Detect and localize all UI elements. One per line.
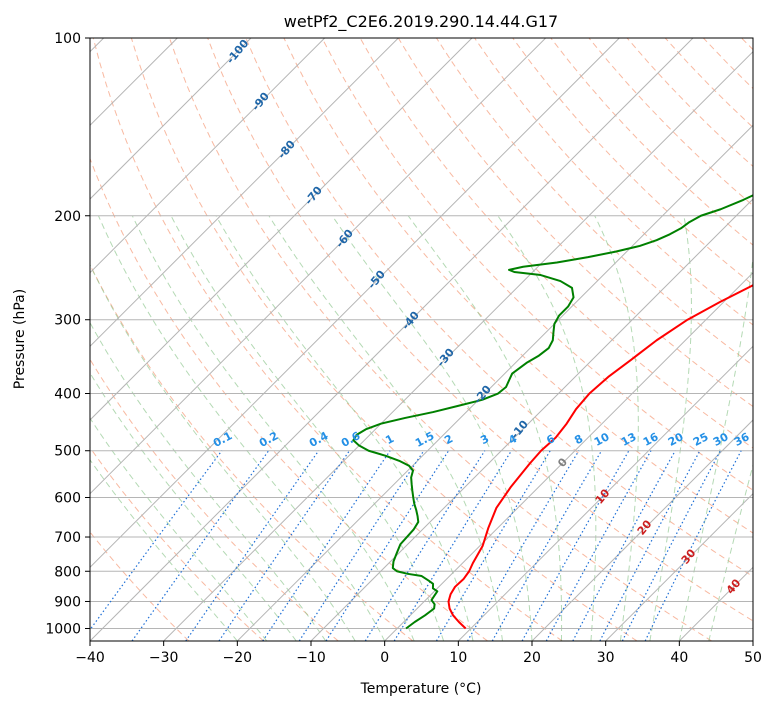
moist-adiabat-line xyxy=(90,263,356,641)
isotherm-line xyxy=(90,38,620,569)
dry-adiabat-line xyxy=(90,446,264,641)
moist-adiabats xyxy=(90,215,753,641)
temperature-profile-line xyxy=(447,284,753,630)
x-tick-label: −20 xyxy=(223,650,253,666)
mixing-ratio-label: 36 xyxy=(732,430,752,449)
y-tick-label: 800 xyxy=(54,564,81,580)
sounding-series xyxy=(352,194,753,630)
isotherm-line xyxy=(310,198,753,641)
mixing-ratio-line xyxy=(644,450,742,641)
x-tick-label: −10 xyxy=(296,650,326,666)
y-tick-label: 400 xyxy=(54,387,81,403)
y-tick-label: 700 xyxy=(54,530,81,546)
moist-adiabat-line xyxy=(649,215,692,641)
mixing-ratio-label: 30 xyxy=(711,430,731,449)
mixing-ratio-line xyxy=(218,450,350,641)
dry-adiabat-line xyxy=(321,38,753,491)
moist-adiabat-line xyxy=(594,215,639,641)
mixing-ratio-line xyxy=(298,450,425,641)
moist-adiabat-line xyxy=(90,417,268,641)
isotherm-line xyxy=(531,419,753,641)
x-axis-ticks: −40 −30 −20 −10 0 10 20 30 40 50 xyxy=(75,641,762,666)
mixing-ratio-line xyxy=(545,450,652,641)
plot-frame xyxy=(89,37,754,642)
mixing-ratio-line xyxy=(491,450,603,641)
isotherms xyxy=(90,38,753,641)
isotherm-line xyxy=(90,38,694,641)
mixing-ratio-line xyxy=(262,450,391,641)
mixing-ratio-label: 20 xyxy=(666,430,686,449)
mixing-ratio-lines xyxy=(90,450,742,641)
mixing-ratio-line xyxy=(521,450,630,641)
mixing-ratio-line xyxy=(131,450,270,641)
mixing-ratio-line xyxy=(185,450,320,641)
y-tick-label: 1000 xyxy=(45,621,81,637)
x-tick-label: −40 xyxy=(75,650,105,666)
moist-adiabat-line xyxy=(90,458,238,641)
moist-adiabat-line xyxy=(268,215,504,641)
x-tick-label: 30 xyxy=(597,650,615,666)
mixing-ratio-label: 13 xyxy=(619,430,639,449)
isotherm-line xyxy=(236,124,753,641)
dry-adiabat-line xyxy=(474,38,753,326)
dry-adiabat-line xyxy=(283,38,753,534)
moist-adiabat-line xyxy=(331,215,533,641)
isotherm-line xyxy=(90,38,399,348)
y-tick-label: 500 xyxy=(54,444,81,460)
moist-adiabat-line xyxy=(170,215,445,641)
dry-adiabat-line xyxy=(245,38,753,578)
mixing-ratio-line xyxy=(325,450,450,641)
x-tick-label: 50 xyxy=(744,650,762,666)
dry-adiabat-line xyxy=(169,38,713,641)
y-tick-label: 300 xyxy=(54,313,81,329)
mixing-ratio-line xyxy=(393,450,512,641)
moist-adiabat-line xyxy=(131,215,415,641)
mixing-ratio-label: 25 xyxy=(691,430,711,449)
dry-adiabat-line xyxy=(92,38,563,641)
isotherm-line xyxy=(90,38,547,495)
isotherm-line xyxy=(163,50,753,641)
moist-adiabat-line xyxy=(678,253,753,641)
dewpoint-profile-line xyxy=(352,194,753,630)
dry-adiabat-line xyxy=(207,38,753,622)
x-tick-label: 40 xyxy=(670,650,688,666)
isotherm-line xyxy=(457,345,753,641)
moist-adiabat-line xyxy=(90,372,297,641)
moist-adiabat-line xyxy=(90,321,327,641)
y-tick-label: 200 xyxy=(54,209,81,225)
y-tick-label: 900 xyxy=(54,594,81,610)
dry-adiabat-line xyxy=(130,38,638,641)
x-tick-label: 20 xyxy=(523,650,541,666)
y-axis-ticks: 100 200 300 400 500 600 700 800 900 1000 xyxy=(45,31,90,637)
isotherm-line xyxy=(90,38,326,274)
dry-adiabat-line xyxy=(90,358,339,641)
isotherm-line xyxy=(605,492,753,641)
mixing-ratio-line xyxy=(621,450,721,641)
plot-area: -100-90-80-70-60-50-40-30-20-100.1 0.2 0.4… xyxy=(90,38,753,641)
isotherm-line xyxy=(90,38,252,200)
moist-adiabat-line xyxy=(497,215,597,641)
dry-adiabat-line xyxy=(512,38,753,286)
x-tick-label: 10 xyxy=(449,650,467,666)
y-tick-label: 600 xyxy=(54,490,81,506)
chart-title: wetPf2_C2E6.2019.290.14.44.G17 xyxy=(284,12,558,32)
moist-adiabat-line xyxy=(215,215,474,641)
mixing-ratio-label: 10 xyxy=(592,430,612,449)
x-tick-label: 0 xyxy=(380,650,389,666)
x-tick-label: −30 xyxy=(149,650,179,666)
y-tick-label: 100 xyxy=(54,31,81,47)
isotherm-line xyxy=(90,38,473,421)
mixing-ratio-line xyxy=(90,450,223,631)
moist-adiabat-line xyxy=(97,215,386,641)
moist-adiabat-line xyxy=(407,215,563,641)
mixing-ratio-line xyxy=(364,450,486,641)
x-axis-title: Temperature (°C) xyxy=(360,681,482,697)
isobars xyxy=(90,38,753,629)
mixing-ratio-label: 16 xyxy=(641,430,661,449)
y-axis-title: Pressure (hPa) xyxy=(12,289,28,389)
